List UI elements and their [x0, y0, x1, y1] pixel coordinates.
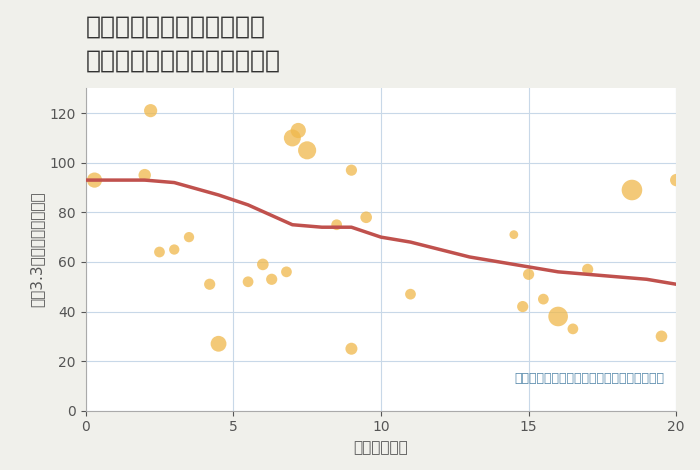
Point — [538, 295, 549, 303]
Point — [183, 234, 195, 241]
Point — [567, 325, 578, 333]
Point — [552, 313, 564, 320]
Point — [331, 221, 342, 228]
Point — [266, 275, 277, 283]
Point — [293, 127, 304, 134]
Point — [139, 172, 150, 179]
Point — [405, 290, 416, 298]
Point — [656, 333, 667, 340]
Point — [213, 340, 224, 347]
Point — [89, 176, 100, 184]
Point — [523, 271, 534, 278]
Point — [626, 186, 638, 194]
Point — [169, 246, 180, 253]
X-axis label: 駅距離（分）: 駅距離（分） — [354, 440, 408, 455]
Point — [287, 134, 298, 141]
Point — [145, 107, 156, 114]
Point — [508, 231, 519, 238]
Point — [582, 266, 594, 273]
Text: 奈良県奈良市月ヶ瀬尾山の
駅距離別中古マンション価格: 奈良県奈良市月ヶ瀬尾山の 駅距離別中古マンション価格 — [85, 15, 281, 72]
Point — [204, 281, 216, 288]
Point — [360, 213, 372, 221]
Point — [281, 268, 292, 275]
Point — [346, 345, 357, 352]
Point — [257, 261, 268, 268]
Point — [346, 166, 357, 174]
Y-axis label: 坪（3.3㎡）単価（万円）: 坪（3.3㎡）単価（万円） — [29, 192, 44, 307]
Point — [242, 278, 253, 286]
Point — [517, 303, 528, 310]
Text: 円の大きさは、取引のあった物件面積を示す: 円の大きさは、取引のあった物件面積を示す — [514, 372, 664, 385]
Point — [154, 248, 165, 256]
Point — [302, 147, 313, 154]
Point — [671, 176, 682, 184]
